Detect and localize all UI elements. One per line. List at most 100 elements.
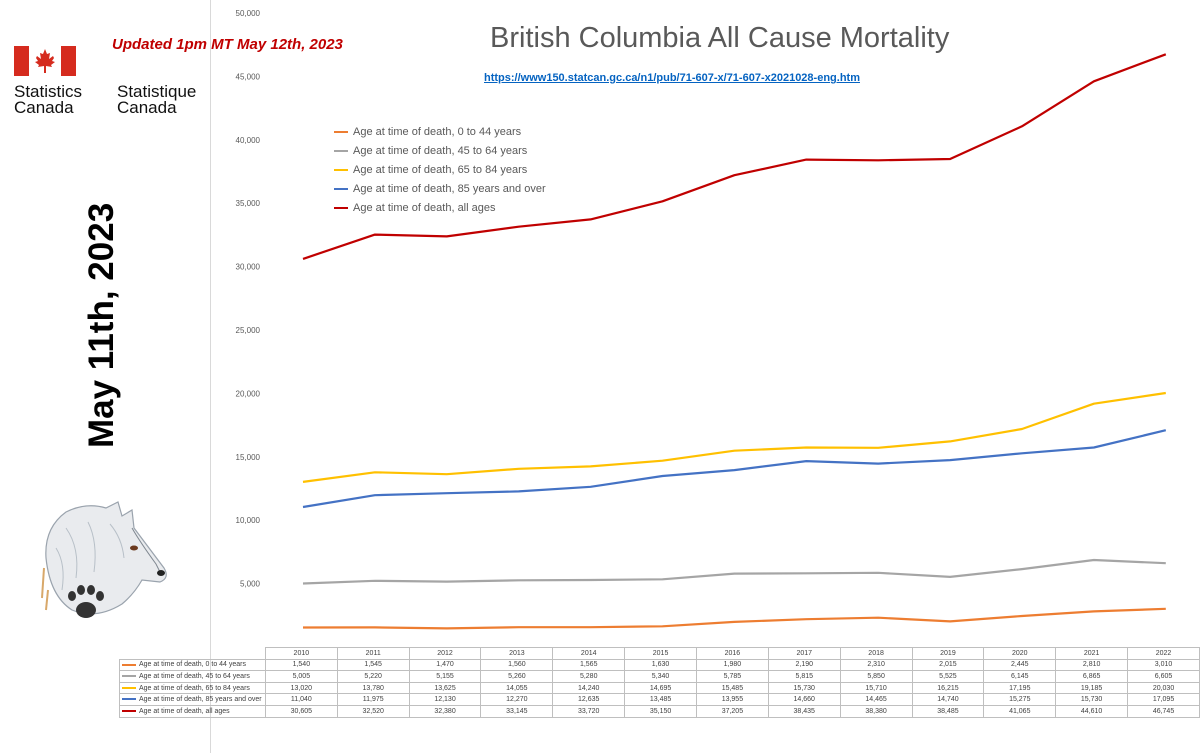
value-cell: 1,545 [336,658,410,672]
value-cell: 13,485 [624,693,697,706]
value-cell: 46,745 [1127,704,1200,718]
value-cell: 37,205 [695,704,769,718]
legend-label: Age at time of death, 0 to 44 years [353,125,522,138]
legend-swatch [334,130,348,133]
value-cell: 14,695 [624,681,697,695]
value-cell: 12,130 [408,693,482,706]
value-cell: 5,005 [264,670,338,683]
value-cell: 5,525 [911,670,985,683]
value-cell: 13,955 [695,693,769,706]
canada-flag-icon [14,46,76,76]
value-cell: 13,625 [408,681,482,695]
statcan-name-en-line1: Statistics [14,82,83,101]
year-header-cell: 2014 [552,647,626,660]
series-label-cell: Age at time of death, 65 to 84 years [119,681,266,695]
y-tick-label: 30,000 [236,263,261,272]
series-swatch [122,709,136,712]
series-line-0 [302,607,1166,630]
series-label: Age at time of death, 85 years and over [139,696,262,704]
year-header-cell: 2022 [1127,647,1200,660]
maple-leaf-icon [35,49,55,73]
value-cell: 5,815 [767,670,841,683]
value-cell: 5,220 [336,670,410,683]
legend-item: Age at time of death, 45 to 64 years [334,141,546,160]
value-cell: 38,485 [911,704,985,718]
value-cell: 15,710 [839,681,913,695]
value-cell: 1,560 [480,658,554,672]
series-label: Age at time of death, 45 to 64 years [139,672,250,680]
value-cell: 11,975 [336,693,410,706]
value-cell: 12,635 [552,693,626,706]
table-row: Age at time of death, 45 to 64 years 5,00… [119,670,1200,683]
series-swatch [122,675,136,678]
value-cell: 14,660 [767,693,841,706]
statcan-name-en-line2: Canada [14,98,74,117]
value-cell: 17,195 [983,681,1057,695]
table-row: Age at time of death, all ages 30,605 32,5… [119,704,1200,718]
value-cell: 11,040 [264,693,338,706]
series-line-4 [302,53,1167,260]
value-cell: 1,470 [408,658,482,672]
y-tick-label: 35,000 [236,199,261,208]
value-cell: 2,015 [911,658,985,672]
value-cell: 5,155 [408,670,482,683]
value-cell: 15,730 [1055,693,1129,706]
series-line-2 [302,391,1166,483]
value-cell: 2,190 [767,658,841,672]
table-row: Age at time of death, 65 to 84 years 13,0… [119,681,1200,695]
value-cell: 2,810 [1055,658,1129,672]
y-tick-label: 15,000 [236,453,261,462]
value-cell: 5,340 [624,670,697,683]
value-cell: 14,240 [552,681,626,695]
year-header-cell: 2020 [983,647,1057,660]
year-header-cell: 2013 [480,647,554,660]
series-label: Age at time of death, 65 to 84 years [139,684,250,692]
y-tick-label: 25,000 [236,326,261,335]
source-link[interactable]: https://www150.statcan.gc.ca/n1/pub/71-6… [484,72,860,84]
year-header-cell: 2017 [767,647,841,660]
value-cell: 14,740 [911,693,985,706]
value-cell: 14,465 [839,693,913,706]
series-label-cell: Age at time of death, all ages [119,704,266,718]
year-header-cell: 2012 [408,647,482,660]
y-tick-label: 40,000 [236,136,261,145]
value-cell: 30,605 [264,704,338,718]
legend-label: Age at time of death, 45 to 64 years [353,144,528,157]
value-cell: 2,445 [983,658,1057,672]
legend-swatch [334,149,348,152]
table-corner-cell [120,648,266,660]
wolf-paw-drawing-icon [41,501,167,618]
value-cell: 32,380 [408,704,482,718]
legend-swatch [334,187,348,190]
value-cell: 33,720 [552,704,626,718]
series-label-cell: Age at time of death, 45 to 64 years [119,670,266,683]
series-swatch [122,686,136,689]
value-cell: 1,565 [552,658,626,672]
legend-label: Age at time of death, all ages [353,201,496,214]
y-tick-label: 20,000 [236,389,261,398]
value-cell: 44,610 [1055,704,1129,718]
value-cell: 12,270 [480,693,554,706]
legend-item: Age at time of death, 85 years and over [334,179,546,198]
value-cell: 6,605 [1127,670,1200,683]
chart-area [210,0,1200,753]
value-cell: 5,850 [839,670,913,683]
table-row: Age at time of death, 85 years and over 1… [119,693,1200,706]
value-cell: 19,185 [1055,681,1129,695]
value-cell: 38,435 [767,704,841,718]
series-label: Age at time of death, all ages [139,707,230,715]
series-label: Age at time of death, 0 to 44 years [139,661,247,669]
value-cell: 16,215 [911,681,985,695]
value-cell: 15,275 [983,693,1057,706]
legend-item: Age at time of death, 65 to 84 years [334,160,546,179]
year-header-cell: 2011 [336,647,410,660]
y-tick-label: 10,000 [236,516,261,525]
series-line-3 [302,429,1167,509]
value-cell: 6,145 [983,670,1057,683]
legend-label: Age at time of death, 65 to 84 years [353,163,528,176]
series-swatch [122,663,136,666]
value-cell: 17,095 [1127,693,1200,706]
value-cell: 38,380 [839,704,913,718]
value-cell: 1,630 [624,658,697,672]
